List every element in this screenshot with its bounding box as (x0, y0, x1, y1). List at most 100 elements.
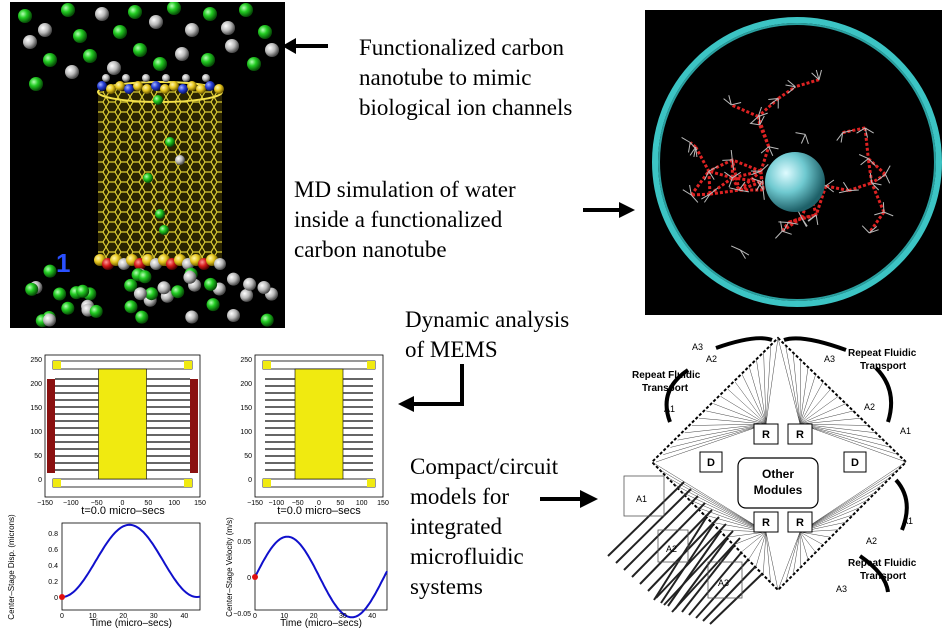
mems-right-title: t=0.0 micro–secs (277, 505, 361, 517)
repeat-label-tl-2: Transport (642, 383, 689, 394)
svg-text:0: 0 (54, 595, 58, 602)
md-caption-line-3: carbon nanotube (294, 235, 594, 265)
svg-text:250: 250 (30, 357, 42, 364)
mems-left-title: t=0.0 micro–secs (81, 505, 165, 517)
svg-text:−0.05: −0.05 (233, 611, 251, 618)
svg-text:R: R (762, 429, 770, 441)
label-a3-br: A3 (836, 584, 847, 594)
arrow-to-chip (540, 488, 598, 515)
module-r-1: R (754, 424, 778, 444)
nanotube-caption: Functionalized carbon nanotube to mimic … (359, 33, 629, 123)
label-a1-tr: A1 (900, 426, 911, 436)
svg-text:250: 250 (240, 357, 252, 364)
svg-text:20: 20 (310, 613, 318, 620)
svg-text:200: 200 (240, 381, 252, 388)
arrow-to-md (583, 200, 635, 225)
svg-text:200: 200 (30, 381, 42, 388)
disp-ylabel: Center–Stage Disp. (microns) (7, 514, 16, 620)
svg-text:0.8: 0.8 (48, 531, 58, 538)
repeat-label-tl-1: Repeat Fluidic (632, 370, 701, 381)
svg-text:150: 150 (240, 405, 252, 412)
label-a3-tl: A3 (692, 342, 703, 352)
md-caption-line-1: MD simulation of water (294, 175, 594, 205)
svg-text:0.6: 0.6 (48, 547, 58, 554)
mems-vel-plot: Center–Stage Velocity (m/s) Time (micro–… (225, 517, 387, 629)
svg-text:10: 10 (89, 613, 97, 620)
module-d-left: D (700, 452, 722, 472)
svg-text:R: R (796, 429, 804, 441)
repeat-label-br-2: Transport (860, 571, 907, 582)
chip-inlet-a3: A3 (718, 578, 729, 588)
arrow-to-mems (398, 364, 468, 417)
label-a2-tr: A2 (864, 402, 875, 412)
md-simulation-image (645, 10, 942, 315)
module-d-right: D (844, 452, 866, 472)
svg-text:−100: −100 (63, 500, 79, 507)
svg-text:0.2: 0.2 (48, 579, 58, 586)
compact-caption-line-1: Compact/circuit (410, 452, 590, 482)
vel-ylabel: Center–Stage Velocity (m/s) (225, 517, 234, 617)
repeat-label-tr-1: Repeat Fluidic (848, 348, 917, 359)
nanotube-caption-line-1: Functionalized carbon (359, 33, 629, 63)
module-r-2: R (788, 424, 812, 444)
svg-text:50: 50 (34, 453, 42, 460)
svg-text:150: 150 (377, 500, 389, 507)
svg-text:0: 0 (247, 575, 251, 582)
svg-text:−150: −150 (247, 500, 263, 507)
ion-sphere (765, 152, 825, 212)
disp-xlabel: Time (micro–secs) (90, 618, 172, 629)
svg-text:0.05: 0.05 (237, 539, 251, 546)
svg-text:R: R (796, 517, 804, 529)
nanotube-svg: 1 (10, 2, 285, 328)
svg-text:10: 10 (280, 613, 288, 620)
label-a2-tl: A2 (706, 354, 717, 364)
module-r-3: R (754, 512, 778, 532)
vel-xlabel: Time (micro–secs) (280, 618, 362, 629)
label-a1-br: A1 (902, 516, 913, 526)
svg-text:150: 150 (194, 500, 206, 507)
svg-text:20: 20 (119, 613, 127, 620)
module-r-4: R (788, 512, 812, 532)
svg-text:R: R (762, 517, 770, 529)
compact-caption-line-4: microfluidic (410, 542, 590, 572)
chip-svg: Other Modules R R R R D D A1 A2 A3 Repea… (596, 330, 942, 632)
compact-caption: Compact/circuit models for integrated mi… (410, 452, 590, 602)
compact-caption-line-3: integrated (410, 512, 590, 542)
md-caption: MD simulation of water inside a function… (294, 175, 594, 265)
label-a1-tl: A1 (664, 404, 675, 414)
axis-label: 1 (56, 248, 70, 278)
svg-text:D: D (707, 457, 715, 469)
arrow-to-nanotube (282, 36, 330, 61)
mems-disp-plot: Center–Stage Disp. (microns) Time (micro… (7, 514, 200, 629)
svg-text:0: 0 (38, 477, 42, 484)
repeat-label-tr-2: Transport (860, 361, 907, 372)
svg-text:100: 100 (168, 500, 180, 507)
label-a3-tr: A3 (824, 354, 835, 364)
svg-text:40: 40 (368, 613, 376, 620)
nanotube-simulation-image: 1 (10, 2, 285, 328)
chip-inlet-a1: A1 (636, 494, 647, 504)
svg-text:30: 30 (339, 613, 347, 620)
svg-text:0: 0 (253, 613, 257, 620)
svg-text:100: 100 (30, 429, 42, 436)
compact-caption-line-5: systems (410, 572, 590, 602)
nanotube-caption-line-2: nanotube to mimic (359, 63, 629, 93)
svg-text:50: 50 (244, 453, 252, 460)
svg-text:40: 40 (181, 613, 189, 620)
svg-text:30: 30 (150, 613, 158, 620)
label-a2-br: A2 (866, 536, 877, 546)
svg-text:−150: −150 (37, 500, 53, 507)
svg-text:0.4: 0.4 (48, 563, 58, 570)
chip-inlet-a2: A2 (666, 544, 677, 554)
svg-text:0: 0 (248, 477, 252, 484)
svg-text:100: 100 (240, 429, 252, 436)
other-modules-label-2: Modules (754, 483, 803, 497)
microfluidic-chip-diagram: Other Modules R R R R D D A1 A2 A3 Repea… (596, 330, 942, 632)
repeat-label-br-1: Repeat Fluidic (848, 558, 917, 569)
svg-text:D: D (851, 457, 859, 469)
svg-text:0: 0 (60, 613, 64, 620)
